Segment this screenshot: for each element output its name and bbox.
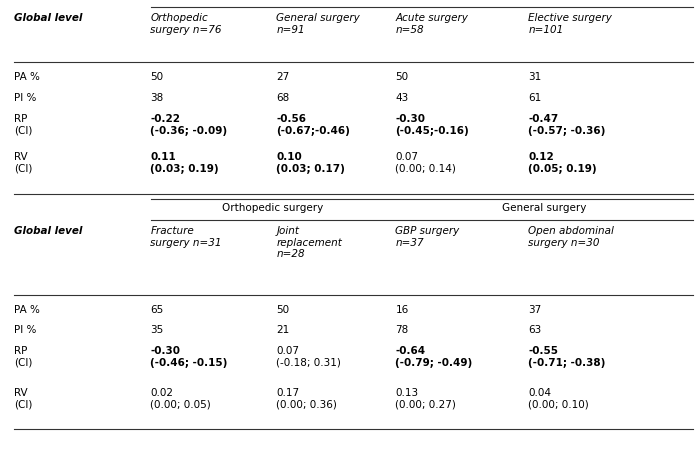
Text: 27: 27: [276, 72, 290, 82]
Text: 43: 43: [395, 93, 409, 103]
Text: Global level: Global level: [14, 13, 83, 23]
Text: 65: 65: [150, 304, 164, 314]
Text: Joint
replacement
n=28: Joint replacement n=28: [276, 225, 342, 258]
Text: Global level: Global level: [14, 225, 83, 235]
Text: PI %: PI %: [14, 93, 36, 103]
Text: 37: 37: [528, 304, 542, 314]
Text: PA %: PA %: [14, 304, 40, 314]
Text: -0.30
(-0.46; -0.15): -0.30 (-0.46; -0.15): [150, 345, 228, 367]
Text: -0.22
(-0.36; -0.09): -0.22 (-0.36; -0.09): [150, 114, 228, 135]
Text: 0.13
(0.00; 0.27): 0.13 (0.00; 0.27): [395, 387, 456, 409]
Text: -0.56
(-0.67;-0.46): -0.56 (-0.67;-0.46): [276, 114, 351, 135]
Text: 68: 68: [276, 93, 290, 103]
Text: 61: 61: [528, 93, 542, 103]
Text: 0.04
(0.00; 0.10): 0.04 (0.00; 0.10): [528, 387, 589, 409]
Text: General surgery: General surgery: [502, 202, 587, 213]
Text: 0.11
(0.03; 0.19): 0.11 (0.03; 0.19): [150, 151, 219, 173]
Text: 31: 31: [528, 72, 542, 82]
Text: -0.64
(-0.79; -0.49): -0.64 (-0.79; -0.49): [395, 345, 472, 367]
Text: 63: 63: [528, 325, 542, 334]
Text: 0.02
(0.00; 0.05): 0.02 (0.00; 0.05): [150, 387, 211, 409]
Text: 78: 78: [395, 325, 409, 334]
Text: -0.30
(-0.45;-0.16): -0.30 (-0.45;-0.16): [395, 114, 469, 135]
Text: Acute surgery
n=58: Acute surgery n=58: [395, 13, 468, 34]
Text: Open abdominal
surgery n=30: Open abdominal surgery n=30: [528, 225, 615, 247]
Text: 38: 38: [150, 93, 164, 103]
Text: 16: 16: [395, 304, 409, 314]
Text: 50: 50: [276, 304, 290, 314]
Text: RV
(CI): RV (CI): [14, 387, 32, 409]
Text: PA %: PA %: [14, 72, 40, 82]
Text: 0.10
(0.03; 0.17): 0.10 (0.03; 0.17): [276, 151, 345, 173]
Text: PI %: PI %: [14, 325, 36, 334]
Text: -0.55
(-0.71; -0.38): -0.55 (-0.71; -0.38): [528, 345, 606, 367]
Text: General surgery
n=91: General surgery n=91: [276, 13, 360, 34]
Text: 35: 35: [150, 325, 164, 334]
Text: 21: 21: [276, 325, 290, 334]
Text: RP
(CI): RP (CI): [14, 345, 32, 367]
Text: RV
(CI): RV (CI): [14, 151, 32, 173]
Text: RP
(CI): RP (CI): [14, 114, 32, 135]
Text: 0.07
(0.00; 0.14): 0.07 (0.00; 0.14): [395, 151, 456, 173]
Text: Orthopedic surgery: Orthopedic surgery: [223, 202, 323, 213]
Text: -0.47
(-0.57; -0.36): -0.47 (-0.57; -0.36): [528, 114, 606, 135]
Text: Elective surgery
n=101: Elective surgery n=101: [528, 13, 612, 34]
Text: 0.12
(0.05; 0.19): 0.12 (0.05; 0.19): [528, 151, 597, 173]
Text: 50: 50: [395, 72, 409, 82]
Text: Fracture
surgery n=31: Fracture surgery n=31: [150, 225, 222, 247]
Text: Orthopedic
surgery n=76: Orthopedic surgery n=76: [150, 13, 222, 34]
Text: 50: 50: [150, 72, 164, 82]
Text: GBP surgery
n=37: GBP surgery n=37: [395, 225, 460, 247]
Text: 0.07
(-0.18; 0.31): 0.07 (-0.18; 0.31): [276, 345, 342, 367]
Text: 0.17
(0.00; 0.36): 0.17 (0.00; 0.36): [276, 387, 337, 409]
